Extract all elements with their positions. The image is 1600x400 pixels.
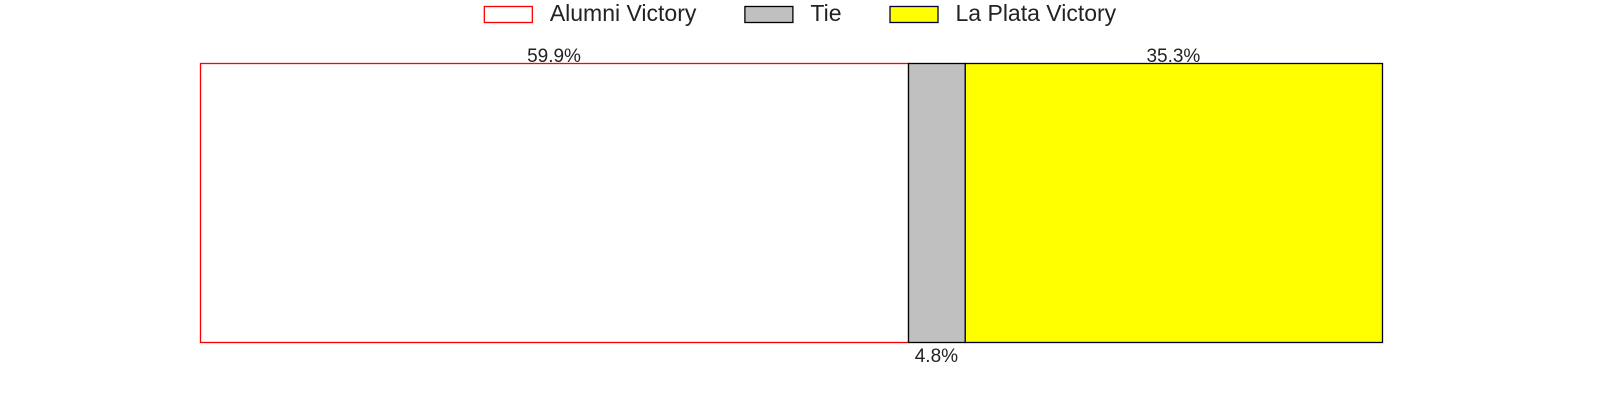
legend-label-alumni-victory: Alumni Victory	[550, 0, 697, 26]
legend-swatch-la-plata-victory	[889, 5, 939, 24]
legend: Alumni Victory Tie La Plata Victory	[483, 0, 1117, 26]
legend-item-la-plata-victory: La Plata Victory	[889, 0, 1117, 26]
bar-segment-alumni-victory	[199, 62, 910, 344]
data-label-tie: 4.8%	[915, 346, 958, 367]
data-label-la-plata-victory: 35.3%	[1146, 46, 1200, 67]
legend-item-alumni-victory: Alumni Victory	[483, 0, 697, 26]
legend-label-la-plata-victory: La Plata Victory	[956, 0, 1117, 26]
data-labels: 59.9% 4.8% 35.3%	[527, 46, 1200, 367]
bar-segment-tie	[907, 62, 966, 344]
stacked-bar	[199, 62, 1384, 344]
legend-label-tie: Tie	[810, 0, 841, 26]
legend-swatch-tie	[744, 5, 794, 24]
bar-segment-la-plata-victory	[964, 62, 1384, 344]
data-label-alumni-victory: 59.9%	[527, 46, 581, 67]
legend-item-tie: Tie	[744, 0, 842, 26]
legend-swatch-alumni-victory	[483, 5, 533, 24]
